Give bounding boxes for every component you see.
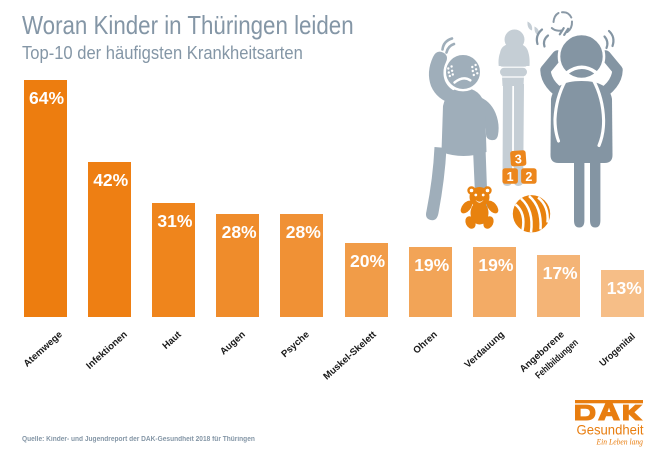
svg-text:2: 2 xyxy=(525,170,532,184)
svg-text:3: 3 xyxy=(514,152,522,166)
svg-text:Gesundheit: Gesundheit xyxy=(576,421,643,437)
svg-text:1: 1 xyxy=(507,170,514,184)
svg-text:Ein Leben lang: Ein Leben lang xyxy=(595,437,642,447)
